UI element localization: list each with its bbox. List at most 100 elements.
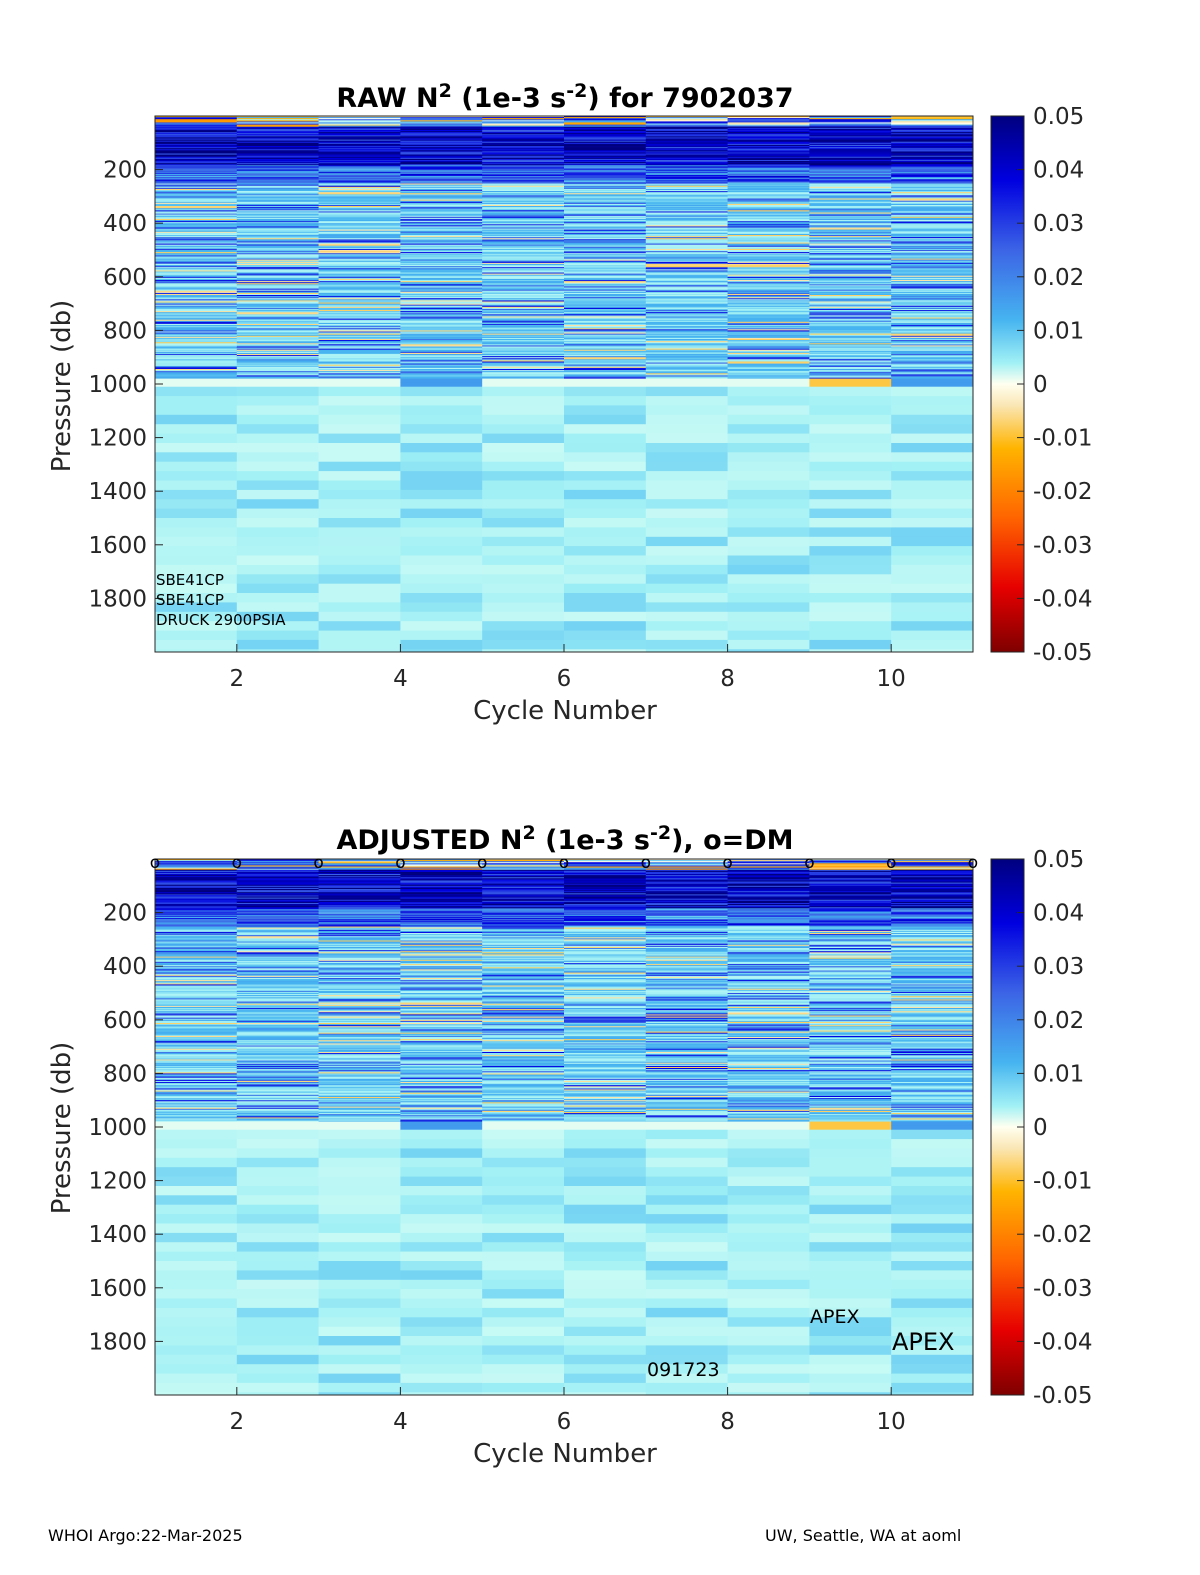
heatmap-cell (891, 300, 974, 302)
heatmap-cell (482, 1000, 565, 1002)
heatmap-cell (236, 870, 319, 873)
heatmap-cell (482, 1039, 565, 1041)
heatmap-cell (727, 921, 810, 923)
heatmap-cell (400, 1104, 483, 1106)
heatmap-cell (564, 1035, 647, 1038)
heatmap-cell (155, 152, 238, 154)
heatmap-cell (727, 255, 810, 257)
heatmap-cell (482, 611, 565, 622)
heatmap-cell (564, 349, 647, 352)
heatmap-cell (645, 158, 728, 161)
heatmap-cell (727, 865, 810, 867)
heatmap-cell (318, 1019, 401, 1022)
heatmap-cell (727, 190, 810, 192)
heatmap-cell (564, 860, 647, 862)
heatmap-cell (318, 259, 401, 262)
heatmap-cell (318, 1041, 401, 1043)
heatmap-cell (564, 312, 647, 314)
heatmap-cell (318, 1056, 401, 1058)
heatmap-cell (318, 191, 401, 193)
heatmap-cell (400, 146, 483, 148)
heatmap-cell (482, 1019, 565, 1022)
heatmap-cell (482, 281, 565, 283)
heatmap-cell (482, 357, 565, 359)
heatmap-cell (155, 216, 238, 219)
heatmap-cell (400, 969, 483, 971)
heatmap-cell (645, 179, 728, 181)
heatmap-cell (645, 1054, 728, 1056)
heatmap-cell (564, 1024, 647, 1026)
heatmap-cell (645, 167, 728, 169)
heatmap-cell (236, 218, 319, 221)
heatmap-cell (727, 1006, 810, 1009)
heatmap-cell (809, 120, 892, 122)
heatmap-cell (645, 213, 728, 216)
heatmap-cell (645, 1016, 728, 1019)
heatmap-cell (236, 325, 319, 327)
heatmap-cell (400, 1119, 483, 1121)
heatmap-cell (809, 365, 892, 368)
heatmap-cell (318, 1084, 401, 1086)
heatmap-cell (236, 871, 319, 874)
heatmap-cell (236, 313, 319, 315)
heatmap-cell (400, 1027, 483, 1029)
heatmap-cell (318, 1030, 401, 1032)
heatmap-cell (400, 312, 483, 314)
heatmap-cell (400, 319, 483, 322)
heatmap-cell (891, 201, 974, 204)
heatmap-cell (727, 1035, 810, 1038)
heatmap-cell (891, 321, 974, 324)
heatmap-cell (727, 866, 810, 868)
heatmap-cell (236, 365, 319, 368)
heatmap-cell (236, 899, 319, 902)
heatmap-cell (400, 291, 483, 294)
heatmap-cell (645, 1003, 728, 1006)
heatmap-cell (400, 639, 483, 650)
heatmap-cell (482, 139, 565, 142)
heatmap-cell (727, 564, 810, 575)
heatmap-cell (564, 944, 647, 947)
heatmap-cell (809, 118, 892, 120)
heatmap-cell (155, 378, 238, 384)
heatmap-cell (155, 289, 238, 292)
heatmap-cell (645, 990, 728, 993)
heatmap-cell (564, 996, 647, 998)
heatmap-cell (318, 207, 401, 209)
heatmap-cell (727, 223, 810, 225)
heatmap-cell (727, 211, 810, 213)
heatmap-cell (155, 927, 238, 930)
heatmap-cell (564, 182, 647, 184)
heatmap-cell (236, 981, 319, 983)
heatmap-cell (564, 1073, 647, 1075)
heatmap-cell (564, 357, 647, 359)
heatmap-cell (236, 144, 319, 147)
heatmap-cell (400, 909, 483, 911)
heatmap-cell (809, 639, 892, 650)
heatmap-cell (809, 210, 892, 212)
heatmap-cell (727, 1056, 810, 1058)
heatmap-cell (727, 184, 810, 187)
heatmap-cell (318, 192, 401, 194)
heatmap-cell (645, 879, 728, 881)
heatmap-cell (482, 957, 565, 960)
heatmap-cell (236, 872, 319, 875)
heatmap-cell (400, 1307, 483, 1318)
heatmap-cell (891, 257, 974, 259)
heatmap-cell (891, 414, 974, 425)
heatmap-cell (645, 1043, 728, 1045)
heatmap-cell (645, 251, 728, 253)
heatmap-cell (727, 1015, 810, 1017)
heatmap-cell (400, 1157, 483, 1168)
heatmap-cell (400, 186, 483, 189)
heatmap-cell (400, 250, 483, 252)
heatmap-cell (482, 156, 565, 159)
heatmap-cell (318, 1039, 401, 1041)
heatmap-cell (482, 266, 565, 268)
heatmap-cell (564, 375, 647, 377)
heatmap-cell (645, 236, 728, 238)
heatmap-cell (645, 1067, 728, 1069)
heatmap-cell (564, 905, 647, 907)
heatmap-cell (236, 183, 319, 185)
heatmap-cell (727, 191, 810, 193)
heatmap-cell (155, 870, 238, 873)
